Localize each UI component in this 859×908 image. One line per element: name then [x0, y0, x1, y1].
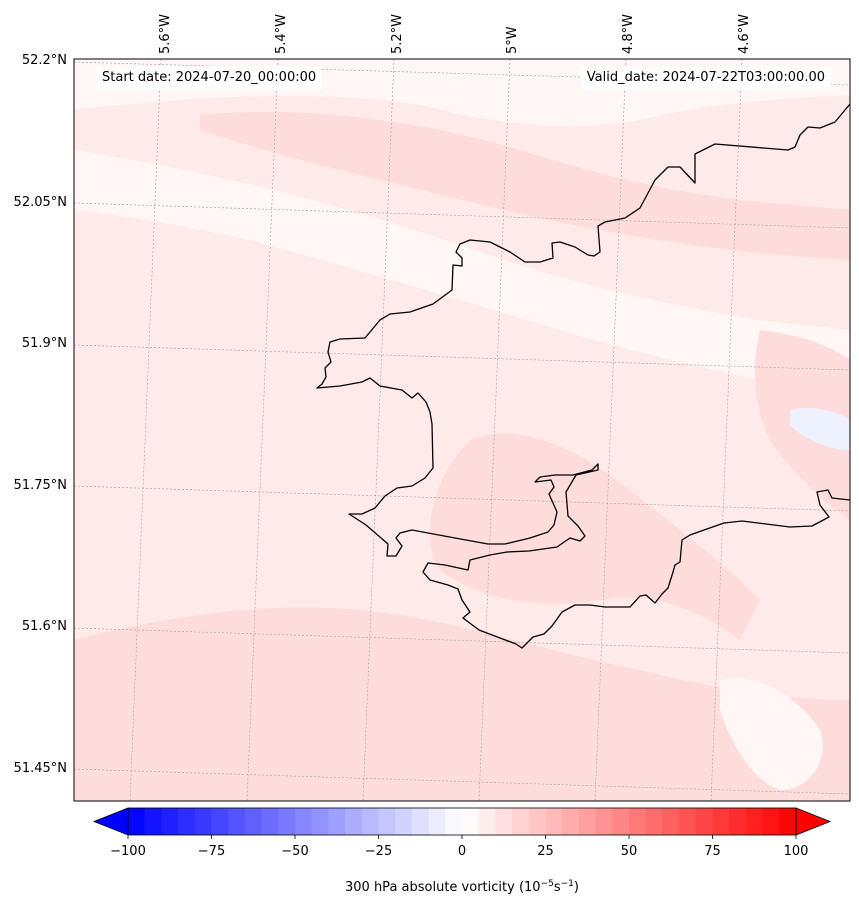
colorbar-tick-label: −100	[110, 844, 146, 859]
parallel-52.2n	[74, 61, 850, 86]
colorbar-ticks: −100 −75 −50 −25 0 25 50 75 100	[110, 835, 808, 859]
colorbar-segment	[345, 808, 363, 835]
colorbar-tick-label: 100	[784, 844, 809, 859]
colorbar-segment	[562, 808, 580, 835]
colorbar-segment	[128, 808, 146, 835]
lat-label: 51.6°N	[22, 619, 67, 634]
parallel-51.75n	[74, 485, 850, 512]
lat-label: 51.75°N	[14, 478, 67, 493]
colorbar-label: 300 hPa absolute vorticity (10−5s−1)	[345, 879, 579, 895]
start-date-label: Start date: 2024-07-20_00:00:00	[96, 66, 323, 90]
parallel-52.05n	[74, 202, 850, 229]
colorbar	[92, 807, 832, 836]
parallel-51.45n	[74, 768, 850, 795]
colorbar-extend-min	[92, 807, 129, 836]
field-faint-blue	[790, 408, 850, 450]
colorbar-segment	[595, 808, 613, 835]
colorbar-segment	[295, 808, 313, 835]
colorbar-tick-label: 50	[621, 844, 638, 859]
colorbar-segment	[695, 808, 714, 835]
colorbar-segment	[712, 808, 730, 835]
colorbar-tick-label: 0	[458, 844, 466, 859]
lat-label: 52.2°N	[22, 53, 67, 68]
lat-label: 51.9°N	[22, 336, 67, 351]
colorbar-segment	[178, 808, 196, 835]
field-medium-center	[430, 433, 760, 640]
lat-labels: 52.2°N 52.05°N 51.9°N 51.75°N 51.6°N 51.…	[14, 53, 67, 776]
lat-label: 52.05°N	[14, 195, 67, 210]
coastline	[316, 103, 850, 649]
colorbar-segment	[445, 808, 463, 835]
colorbar-segment	[161, 808, 179, 835]
colorbar-segment	[495, 808, 513, 835]
colorbar-segment	[228, 808, 246, 835]
colorbar-tick-label: −25	[365, 844, 392, 859]
parallel-51.9n	[74, 344, 850, 371]
colorbar-segment	[194, 808, 213, 835]
colorbar-segment	[395, 808, 413, 835]
colorbar-segment	[528, 808, 547, 835]
lon-label: 4.6°W	[737, 14, 752, 54]
colorbar-segment	[779, 808, 797, 835]
colorbar-segment	[645, 808, 663, 835]
colorbar-extend-max	[795, 807, 832, 836]
colorbar-segment	[378, 808, 396, 835]
colorbar-segment	[662, 808, 680, 835]
gridlines	[74, 59, 850, 801]
parallel-51.6n	[74, 627, 850, 654]
lon-label: 5.4°W	[274, 14, 289, 54]
colorbar-segment	[244, 808, 263, 835]
colorbar-segment	[578, 808, 597, 835]
colorbar-segment	[411, 808, 430, 835]
colorbar-tick-label: −75	[198, 844, 225, 859]
lon-label: 5.6°W	[158, 14, 173, 54]
colorbar-segment	[361, 808, 380, 835]
field-medium-lower	[74, 607, 850, 801]
colorbar-segment	[462, 808, 480, 835]
colorbar-segment	[612, 808, 630, 835]
colorbar-tick-label: 25	[537, 844, 554, 859]
colorbar-segment	[512, 808, 530, 835]
lon-label: 4.8°W	[621, 14, 636, 54]
valid-date-label: Valid_date: 2024-07-22T03:00:00.00	[580, 66, 831, 90]
colorbar-segment	[478, 808, 496, 835]
colorbar-segment	[261, 808, 279, 835]
colorbar-segment	[328, 808, 346, 835]
lat-label: 51.45°N	[14, 761, 67, 776]
colorbar-segment	[745, 808, 764, 835]
lon-labels: 5.6°W 5.4°W 5.2°W 5°W 4.8°W 4.6°W	[158, 14, 752, 54]
colorbar-segment	[211, 808, 229, 835]
field-light-band	[74, 150, 850, 400]
lon-label: 5°W	[505, 26, 520, 54]
colorbar-segment	[545, 808, 563, 835]
colorbar-segment	[278, 808, 296, 835]
colorbar-segment	[679, 808, 697, 835]
map-frame	[73, 58, 851, 802]
colorbar-tick-label: −50	[281, 844, 308, 859]
colorbar-tick-label: 75	[704, 844, 721, 859]
colorbar-segment	[729, 808, 747, 835]
colorbar-segment	[762, 808, 780, 835]
colorbar-segment	[629, 808, 647, 835]
colorbar-segment	[311, 808, 329, 835]
vorticity-field	[74, 59, 850, 801]
colorbar-segment	[428, 808, 446, 835]
lon-label: 5.2°W	[390, 14, 405, 54]
colorbar-segment	[144, 808, 162, 835]
field-light-lower-right	[720, 678, 823, 790]
